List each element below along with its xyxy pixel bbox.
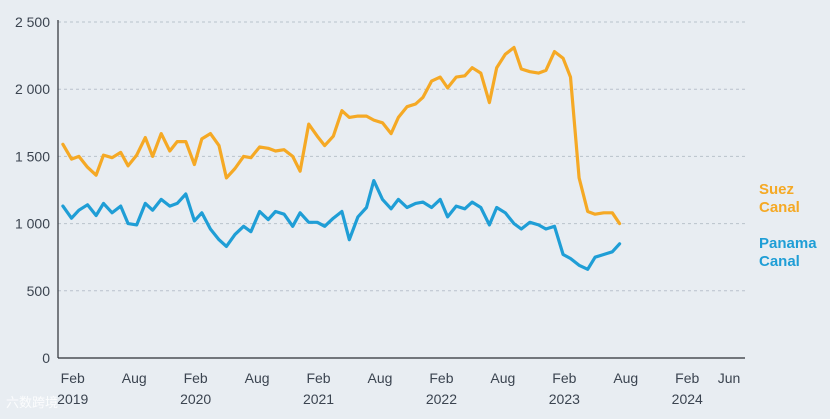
x-tick-label: Aug xyxy=(490,370,515,386)
series-line-panama-canal xyxy=(61,179,622,271)
x-year-label: 2020 xyxy=(180,391,211,407)
y-tick-label: 0 xyxy=(42,350,50,366)
y-tick-label: 2 500 xyxy=(15,14,50,30)
x-year-label: 2019 xyxy=(57,391,88,407)
watermark-text: 六数跨境 xyxy=(6,395,59,410)
x-tick-label: Jun xyxy=(718,370,741,386)
x-year-label: 2022 xyxy=(426,391,457,407)
series-label-suez-canal: Canal xyxy=(759,199,800,216)
x-year-label: 2024 xyxy=(672,391,703,407)
grid-lines xyxy=(58,21,745,292)
x-year-label: 2023 xyxy=(549,391,580,407)
x-year-label: 2021 xyxy=(303,391,334,407)
x-tick-label: Feb xyxy=(675,370,699,386)
series-line-suez-canal xyxy=(61,45,622,226)
y-tick-label: 2 000 xyxy=(15,81,50,97)
x-tick-label: Feb xyxy=(552,370,576,386)
x-axis-labels: Feb Aug Feb Aug Feb Aug Feb Aug Feb Aug Feb Jun 2019… xyxy=(57,370,740,407)
x-tick-label: Aug xyxy=(122,370,147,386)
x-tick-label: Aug xyxy=(245,370,270,386)
x-tick-label: Feb xyxy=(61,370,85,386)
x-tick-label: Aug xyxy=(613,370,638,386)
series-label-suez-canal: Suez xyxy=(759,181,794,198)
y-tick-label: 500 xyxy=(27,283,51,299)
x-tick-label: Feb xyxy=(306,370,330,386)
x-tick-label: Feb xyxy=(429,370,453,386)
series-lines xyxy=(61,45,622,271)
y-tick-label: 1 000 xyxy=(15,216,50,232)
series-label-panama-canal: Panama xyxy=(759,235,817,252)
y-axis-labels: 0 500 1 000 1 500 2 000 2 500 xyxy=(15,14,50,366)
x-tick-label: Aug xyxy=(368,370,393,386)
x-tick-label: Feb xyxy=(184,370,208,386)
y-tick-label: 1 500 xyxy=(15,148,50,164)
series-label-panama-canal: Canal xyxy=(759,253,800,270)
